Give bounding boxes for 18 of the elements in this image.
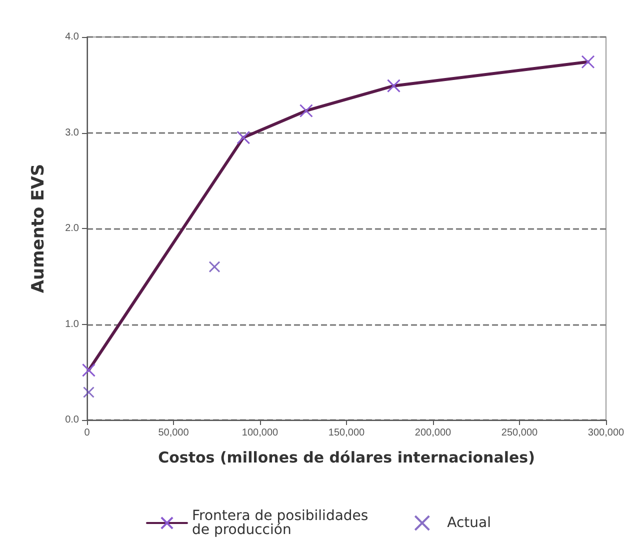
y-tick-label: 2.0 [65,223,80,234]
x-tick-label: 0 [84,428,90,438]
point [208,261,220,273]
x-tick-label: 200,000 [414,428,452,438]
x-tick-label: 50,000 [158,428,190,438]
x-tick-label: 150,000 [328,428,366,438]
x-tick-label: 300,000 [588,428,625,438]
legend-label: Actual [447,515,492,531]
x-tick-label: 250,000 [501,428,538,438]
x-axis-title: Costos (millones de dólares internacionales) [158,448,535,466]
x-tick-label: 100,000 [242,428,279,438]
y-tick-label: 0.0 [65,414,80,426]
y-tick-label: 4.0 [65,32,80,42]
y-tick-label: 1.0 [65,318,80,330]
y-tick-label: 3.0 [65,127,80,138]
y-axis-title: Aumento EVS [28,164,48,294]
legend-label: Frontera de posibilidades de producción [192,508,373,538]
point [82,386,94,398]
